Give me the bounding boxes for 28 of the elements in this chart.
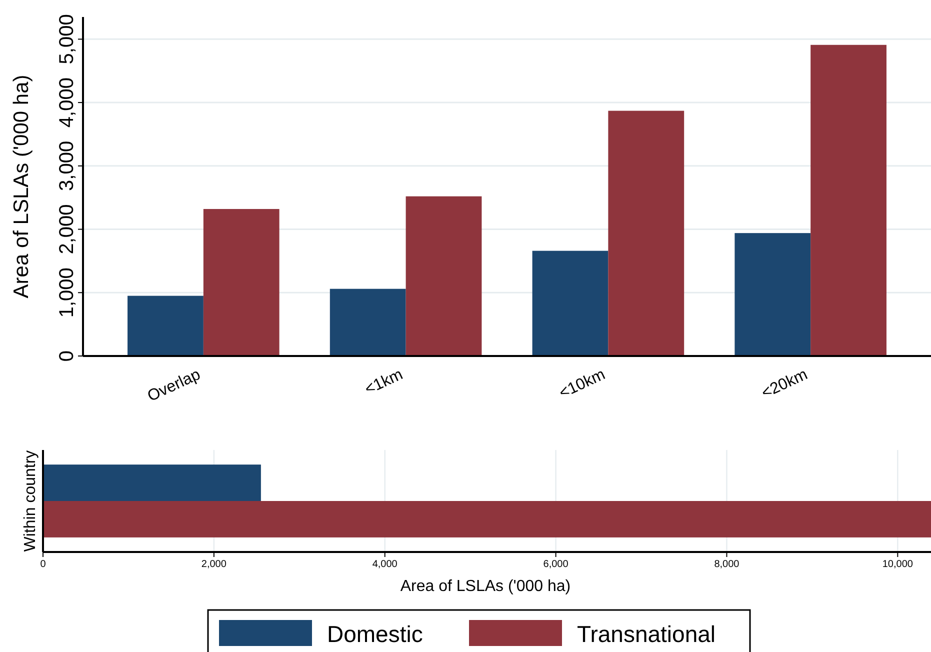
- x-tick-label: 0: [40, 559, 46, 570]
- y-tick-label: 0: [56, 350, 78, 362]
- y-tick-label: Within country: [22, 450, 39, 552]
- bar: [330, 288, 406, 356]
- x-tick-label: <10km: [556, 366, 608, 402]
- y-tick-label: 1,000: [56, 268, 78, 318]
- bar: [203, 208, 280, 356]
- x-tick-label: 4,000: [372, 559, 398, 570]
- bar: [810, 44, 886, 356]
- bar: [406, 196, 482, 356]
- bar: [734, 233, 811, 356]
- x-tick-label: 8,000: [714, 559, 740, 570]
- y-axis-title: Area of LSLAs ('000 ha): [10, 74, 33, 298]
- legend-label: Transnational: [577, 621, 716, 647]
- y-tick-label: 3,000: [56, 140, 78, 191]
- bar: [532, 250, 608, 356]
- x-axis-title: Area of LSLAs ('000 ha): [400, 578, 571, 595]
- x-tick-label: <1km: [362, 366, 406, 398]
- x-tick-label: <20km: [759, 366, 810, 402]
- y-tick-label: 4,000: [56, 78, 78, 128]
- x-tick-label: 6,000: [543, 559, 569, 570]
- x-tick-label: 10,000: [882, 559, 914, 570]
- y-tick-label: 2,000: [56, 204, 78, 254]
- y-tick-label: 5,000: [56, 14, 78, 64]
- x-tick-label: 2,000: [201, 559, 227, 570]
- bar: [128, 296, 204, 356]
- legend-label: Domestic: [327, 621, 423, 647]
- bar: [608, 110, 684, 356]
